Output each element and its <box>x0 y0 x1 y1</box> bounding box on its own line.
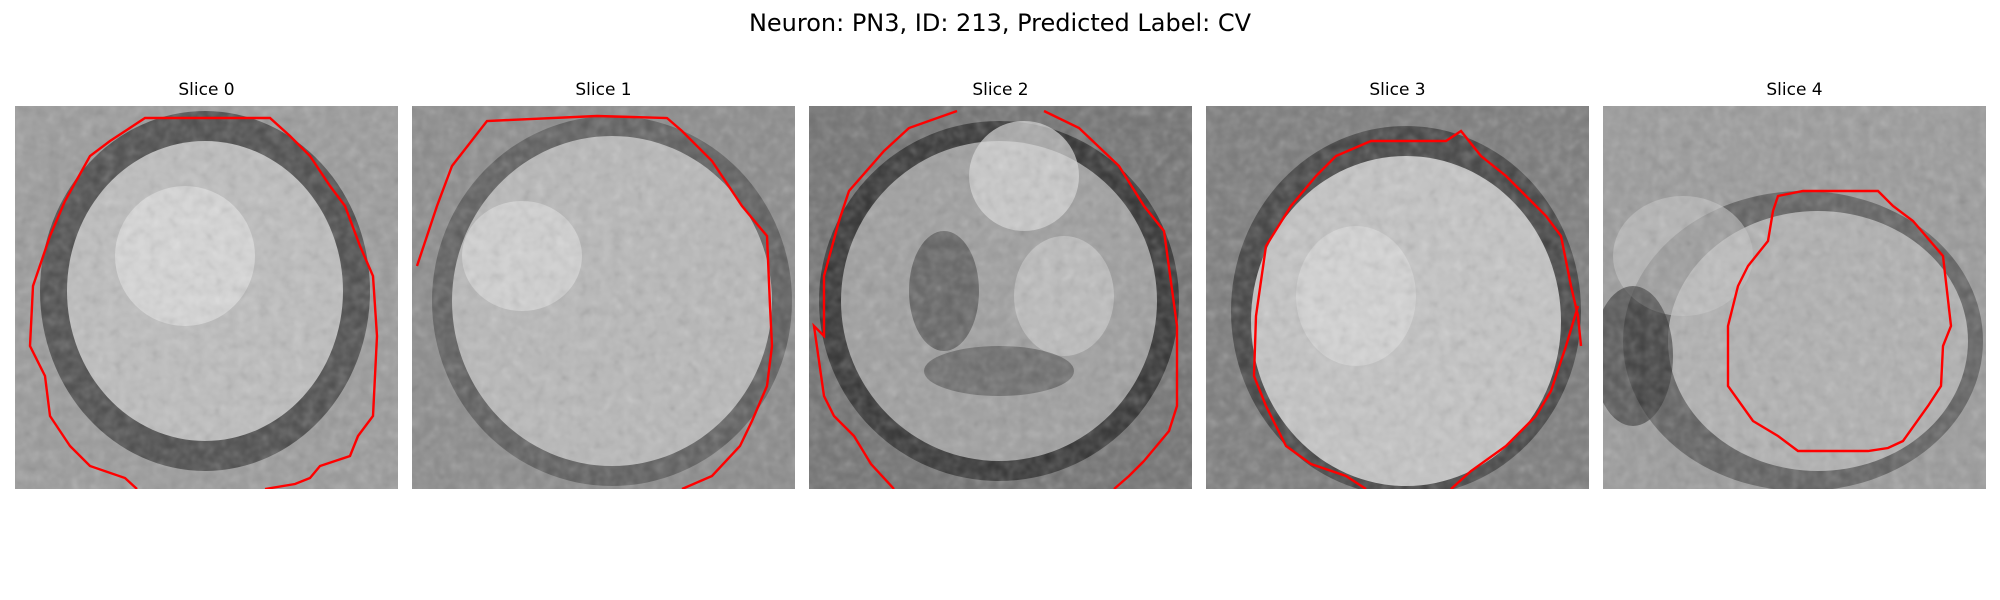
contour-line-3 <box>1252 129 1583 489</box>
slice-title-0: Slice 0 <box>178 80 235 100</box>
slice-panel-0: Slice 0 <box>15 80 398 489</box>
slice-panel-4: Slice 4 <box>1603 80 1986 489</box>
contour-line-4 <box>1726 189 1953 453</box>
slice-title-3: Slice 3 <box>1369 80 1426 100</box>
slice-image-0 <box>15 106 398 489</box>
slice-title-4: Slice 4 <box>1766 80 1823 100</box>
contour-line-3b <box>1450 305 1580 489</box>
slice-image-2 <box>809 106 1192 489</box>
slice-image-4 <box>1603 106 1986 489</box>
contour-line-1 <box>415 114 774 489</box>
contour-line-2b <box>1043 109 1179 489</box>
slice-panel-1: Slice 1 <box>412 80 795 489</box>
slice-title-1: Slice 1 <box>575 80 632 100</box>
figure-title: Neuron: PN3, ID: 213, Predicted Label: C… <box>748 9 1252 37</box>
slice-image-1 <box>412 106 795 489</box>
slice-panel-3: Slice 3 <box>1206 80 1589 489</box>
slice-panel-2: Slice 2 <box>809 80 1192 489</box>
slice-title-2: Slice 2 <box>972 80 1029 100</box>
slice-image-3 <box>1206 106 1589 489</box>
contour-line-0 <box>28 116 379 489</box>
contour-line-2 <box>812 109 958 489</box>
